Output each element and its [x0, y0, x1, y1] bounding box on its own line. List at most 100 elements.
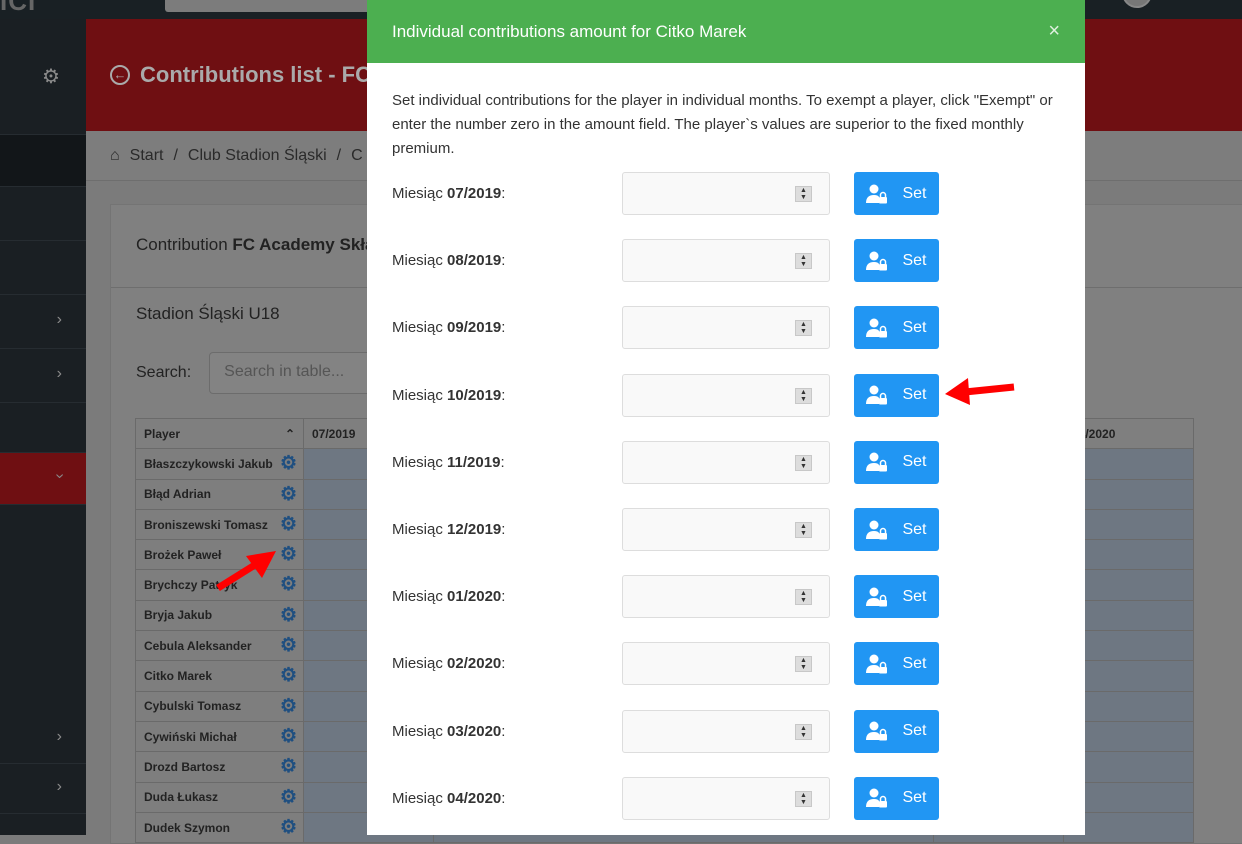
set-button[interactable]: Set — [854, 776, 939, 820]
chevron-right-icon: › — [56, 311, 62, 328]
amount-input[interactable]: ▲ ▼ — [622, 642, 830, 686]
search-input[interactable]: Search in table... — [209, 352, 390, 394]
close-icon[interactable]: × — [1048, 20, 1060, 42]
sidebar-item[interactable] — [0, 187, 86, 241]
spinner-icon[interactable]: ▲ ▼ — [795, 387, 812, 404]
gear-icon[interactable]: ⚙ — [279, 574, 297, 596]
label-prefix: Miesiąc — [392, 789, 443, 807]
player-name: Błąd Adrian — [144, 487, 211, 502]
month-label: Miesiąc 08/2019: — [392, 252, 506, 270]
gear-icon[interactable]: ⚙ — [279, 635, 297, 657]
breadcrumb-club[interactable]: Club Stadion Śląski — [187, 146, 327, 164]
amount-input[interactable]: ▲ ▼ — [622, 239, 830, 283]
set-button[interactable]: Set — [854, 172, 939, 215]
set-button[interactable]: Set — [854, 440, 939, 484]
month-value: 03/2020 — [447, 722, 502, 740]
set-button[interactable]: Set — [854, 642, 939, 686]
gear-icon[interactable]: ⚙ — [279, 483, 297, 505]
page-title-text: Contributions list - FC A — [140, 62, 393, 87]
amount-input[interactable]: ▲ ▼ — [622, 306, 830, 350]
month-row: Miesiąc 02/2020: ▲ ▼ Set — [392, 642, 952, 686]
spinner-icon[interactable]: ▲ ▼ — [795, 522, 812, 538]
gear-icon[interactable]: ⚙ — [279, 453, 297, 475]
set-button[interactable]: Set — [854, 239, 939, 283]
spinner-icon[interactable]: ▲ ▼ — [795, 723, 812, 740]
amount-input[interactable]: ▲ ▼ — [622, 373, 830, 417]
user-lock-icon — [866, 318, 888, 338]
set-button[interactable]: Set — [854, 373, 939, 417]
sidebar-item[interactable]: › — [0, 295, 86, 349]
player-name: Citko Marek — [144, 669, 213, 684]
label-prefix: Miesiąc — [392, 185, 443, 202]
avatar[interactable] — [1122, 0, 1152, 8]
gear-icon[interactable]: ⚙ — [279, 544, 297, 566]
player-cell: Bryja Jakub ⚙ — [135, 599, 304, 632]
spinner-icon[interactable]: ▲ ▼ — [795, 656, 812, 673]
set-label: Set — [902, 318, 927, 336]
sidebar-item[interactable]: › — [0, 714, 86, 764]
month-value: 12/2019 — [447, 521, 502, 538]
amount-input[interactable]: ▲ ▼ — [622, 508, 830, 551]
modal-description: Set individual contributions for the pla… — [392, 92, 1053, 157]
sidebar-item-active[interactable]: › — [0, 453, 86, 505]
gear-icon[interactable]: ⚙ — [279, 816, 297, 838]
gear-icon[interactable]: ⚙ — [279, 665, 297, 687]
set-button[interactable]: Set — [854, 709, 939, 753]
spinner-icon[interactable]: ▲ ▼ — [795, 790, 812, 807]
player-cell: Błaszczykowski Jakub ⚙ — [135, 448, 304, 480]
gear-icon[interactable]: ⚙ — [279, 604, 297, 626]
chevron-right-icon: › — [56, 778, 62, 795]
set-button[interactable]: Set — [854, 306, 939, 350]
amount-input[interactable]: ▲ ▼ — [622, 172, 830, 215]
amount-input[interactable]: ▲ ▼ — [622, 709, 830, 753]
player-name: Bryja Jakub — [144, 608, 213, 623]
top-search[interactable] — [165, 0, 375, 12]
set-label: Set — [902, 184, 927, 202]
separator: / — [336, 146, 342, 164]
spinner-icon[interactable]: ▲ ▼ — [795, 589, 812, 606]
player-cell: Dudek Szymon ⚙ — [135, 811, 304, 844]
user-lock-icon — [866, 788, 888, 808]
amount-input[interactable]: ▲ ▼ — [622, 575, 830, 619]
separator: / — [173, 146, 178, 164]
breadcrumb-start[interactable]: Start — [129, 146, 164, 164]
sidebar-item[interactable] — [0, 135, 86, 187]
player-name: Cybulski Tomasz — [144, 699, 242, 714]
spinner-icon[interactable]: ▲ ▼ — [795, 454, 812, 471]
player-cell: Błąd Adrian ⚙ — [135, 478, 304, 510]
sort-up-icon[interactable]: ⌃ — [284, 426, 295, 441]
player-name: Duda Łukasz — [144, 790, 219, 805]
month-value: 04/2020 — [447, 789, 502, 807]
month-label: Miesiąc 03/2020: — [392, 722, 506, 740]
gear-icon[interactable]: ⚙ — [42, 66, 60, 88]
gear-icon[interactable]: ⚙ — [279, 725, 297, 747]
label-prefix: Miesiąc — [392, 588, 443, 606]
month-value: 07/2019 — [447, 185, 502, 202]
amount-input[interactable]: ▲ ▼ — [622, 776, 830, 820]
month-label: Miesiąc 02/2020: — [392, 655, 506, 673]
contributions-modal: Individual contributions amount for Citk… — [367, 0, 1085, 835]
home-icon[interactable]: ⌂ — [110, 146, 120, 164]
gear-icon[interactable]: ⚙ — [279, 513, 297, 535]
back-icon[interactable]: ← — [110, 65, 130, 85]
chevron-down-icon: › — [51, 473, 69, 479]
sidebar-item[interactable] — [0, 403, 86, 453]
team-name: Stadion Śląski U18 — [136, 304, 280, 323]
sidebar-item[interactable]: › — [0, 764, 86, 814]
set-button[interactable]: Set — [854, 508, 939, 551]
set-button[interactable]: Set — [854, 575, 939, 619]
sidebar-item[interactable] — [0, 241, 86, 295]
card-title-bold: FC Academy Skła — [232, 235, 375, 254]
gear-icon[interactable]: ⚙ — [279, 695, 297, 717]
spinner-icon[interactable]: ▲ ▼ — [795, 186, 812, 202]
spinner-icon[interactable]: ▲ ▼ — [795, 253, 812, 270]
gear-icon[interactable]: ⚙ — [279, 786, 297, 808]
gear-icon[interactable]: ⚙ — [279, 756, 297, 778]
amount-input[interactable]: ▲ ▼ — [622, 440, 830, 484]
sidebar-item[interactable]: › — [0, 349, 86, 403]
set-label: Set — [902, 251, 927, 269]
logo: ICI — [0, 0, 37, 16]
column-player[interactable]: Player ⌃ — [135, 417, 304, 450]
spinner-icon[interactable]: ▲ ▼ — [795, 320, 812, 337]
player-cell: Cywiński Michał ⚙ — [135, 720, 304, 753]
